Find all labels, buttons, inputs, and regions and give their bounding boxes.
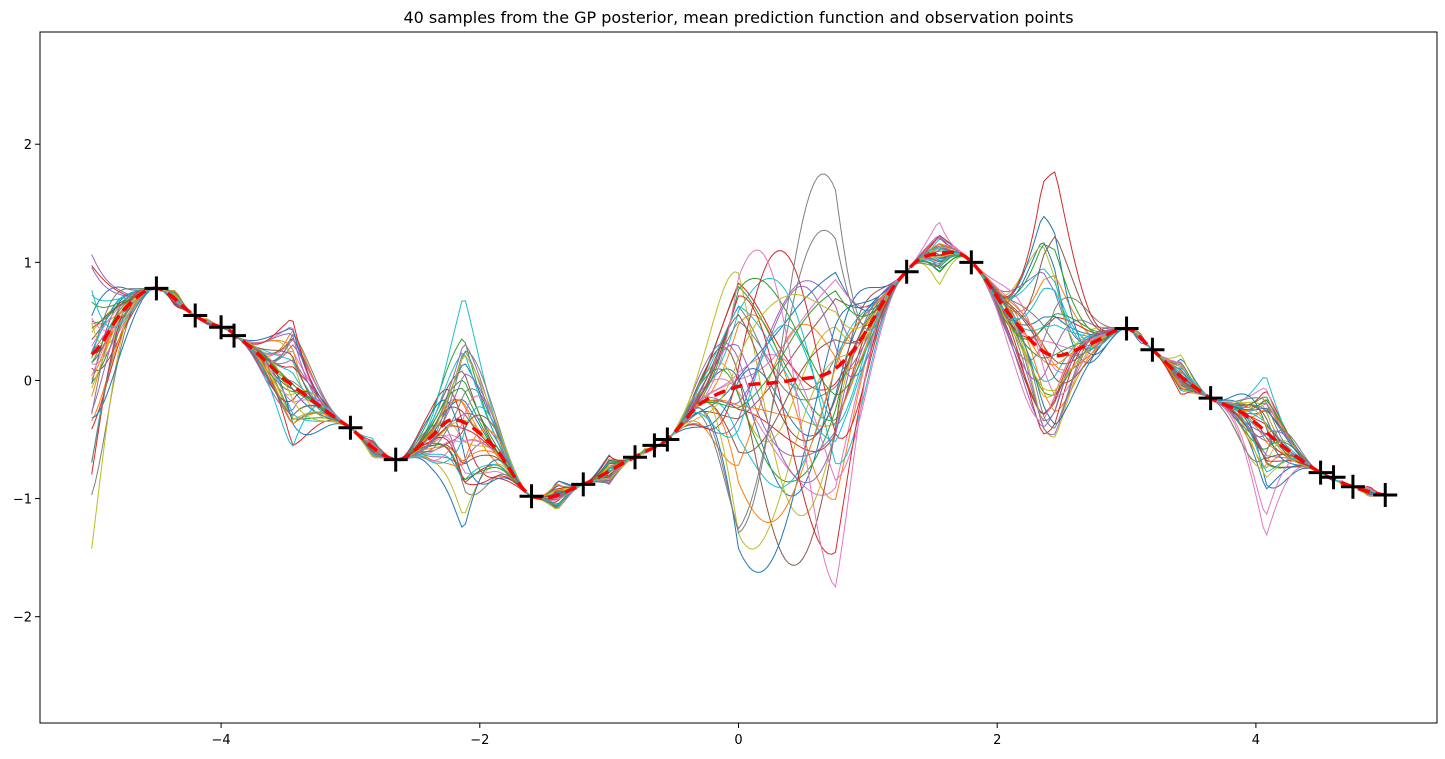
x-tick-label: 0 xyxy=(734,733,742,748)
sample-line xyxy=(91,253,1386,498)
x-tick-label: 4 xyxy=(1252,733,1260,748)
observation-marker xyxy=(338,415,363,440)
observation-marker xyxy=(571,472,596,497)
x-tick-label: −4 xyxy=(212,733,231,748)
observation-marker xyxy=(209,315,234,340)
observation-marker xyxy=(894,259,919,284)
observation-marker xyxy=(183,303,208,328)
x-axis-ticks: −4 −2 0 2 4 xyxy=(212,723,1260,748)
y-tick-label: 0 xyxy=(24,374,32,389)
sample-line xyxy=(91,250,1386,506)
observation-marker xyxy=(959,250,984,275)
observation-marker xyxy=(655,427,680,452)
y-tick-label: −1 xyxy=(13,493,32,508)
observation-marker xyxy=(642,433,667,458)
observation-marker xyxy=(1140,337,1165,362)
observation-marker xyxy=(1114,316,1139,341)
sample-line xyxy=(91,173,1386,534)
observation-points xyxy=(144,250,1398,509)
sample-line xyxy=(91,235,1386,566)
observation-marker xyxy=(1373,483,1398,508)
y-tick-label: 1 xyxy=(24,256,32,271)
observation-marker xyxy=(144,276,169,301)
observation-marker xyxy=(1340,474,1365,499)
sample-line xyxy=(91,171,1386,555)
observation-marker xyxy=(383,447,408,472)
mean-line xyxy=(90,250,1386,500)
sample-line xyxy=(91,221,1386,588)
observation-marker xyxy=(1308,460,1333,485)
observation-marker xyxy=(222,323,247,348)
chart-title: 40 samples from the GP posterior, mean p… xyxy=(403,8,1073,27)
x-tick-label: −2 xyxy=(470,733,489,748)
observation-marker xyxy=(1321,465,1346,490)
y-axis-ticks: −2 −1 0 1 2 xyxy=(13,138,40,626)
y-tick-label: 2 xyxy=(24,138,32,153)
observation-marker xyxy=(623,445,648,470)
x-tick-label: 2 xyxy=(993,733,1001,748)
sample-line xyxy=(91,244,1386,537)
observation-marker xyxy=(519,484,544,509)
y-tick-label: −2 xyxy=(13,611,32,626)
observation-marker xyxy=(1198,386,1223,411)
sample-line xyxy=(91,245,1386,517)
mean-prediction xyxy=(90,250,1386,500)
